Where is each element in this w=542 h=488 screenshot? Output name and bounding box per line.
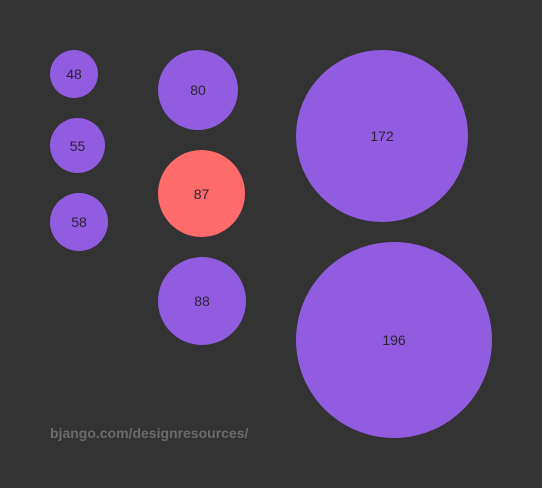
size-label-55: 55: [69, 137, 86, 154]
size-label-80: 80: [190, 82, 206, 98]
size-circle-87-highlighted: 87: [158, 150, 245, 237]
size-circle-88: 88: [158, 257, 246, 345]
size-circle-80: 80: [158, 50, 238, 130]
size-label-172: 172: [370, 128, 394, 144]
size-circle-196: 196: [296, 242, 492, 438]
size-label-48: 48: [66, 66, 82, 82]
size-circle-55: 55: [50, 118, 105, 173]
size-label-58: 58: [71, 214, 87, 230]
size-circle-172: 172: [296, 50, 468, 222]
size-circle-48: 48: [50, 50, 98, 98]
size-label-87: 87: [193, 185, 210, 202]
size-circle-58: 58: [50, 193, 108, 251]
footer-link[interactable]: bjango.com/designresources/: [50, 425, 249, 441]
size-label-196: 196: [382, 332, 406, 348]
size-label-88: 88: [194, 293, 210, 309]
